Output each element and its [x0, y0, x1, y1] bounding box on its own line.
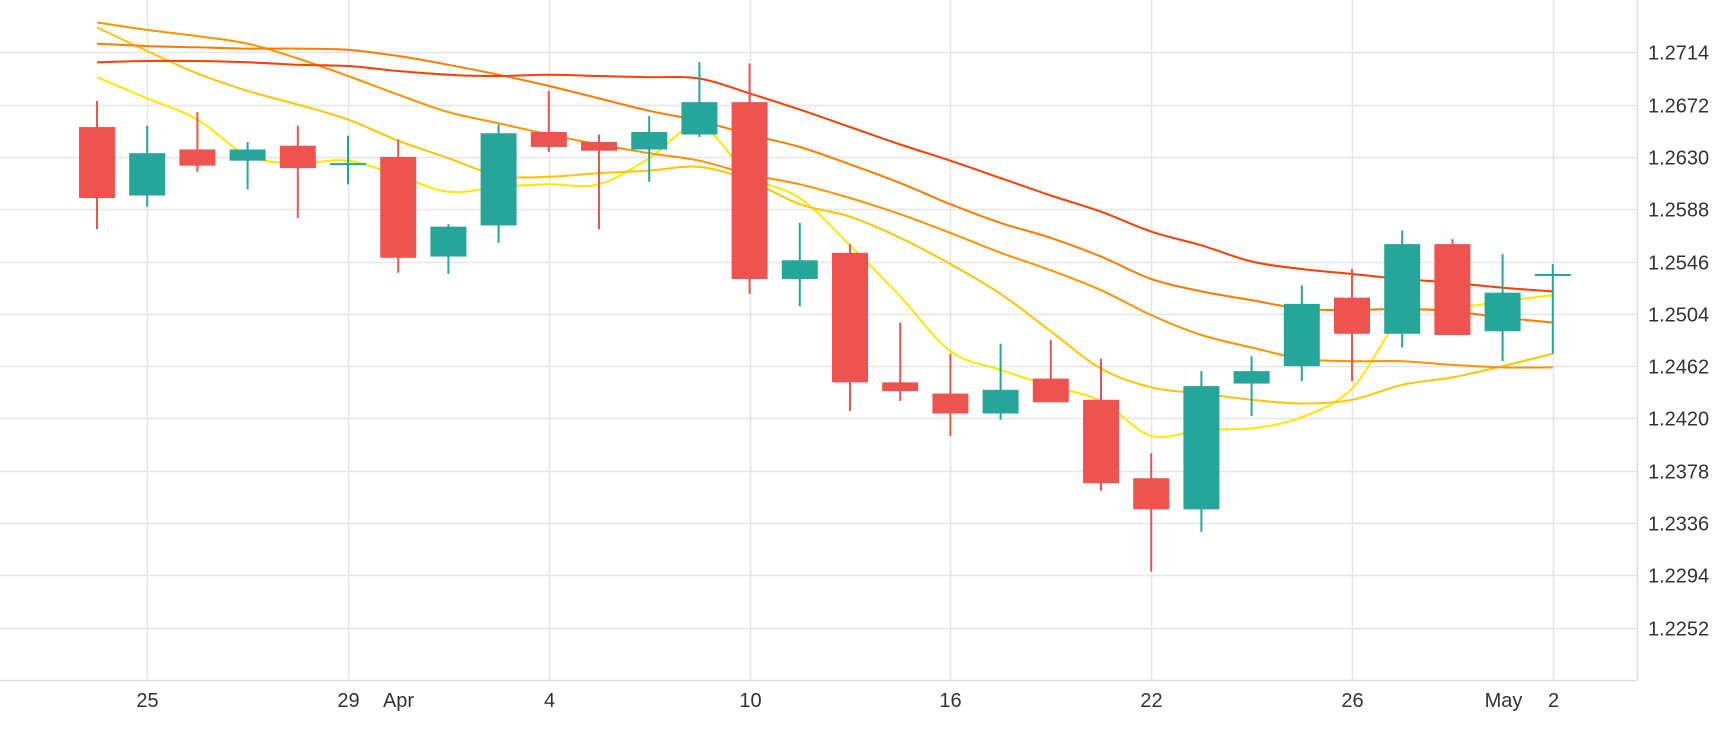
candle-body: [1083, 399, 1119, 484]
candle-body: [1384, 244, 1421, 334]
candle: [1484, 254, 1521, 362]
candle-body: [129, 153, 166, 196]
candle: [430, 224, 467, 274]
candle-body: [1032, 378, 1069, 403]
moving-average-line: [96, 76, 1553, 439]
y-tick-label: 1.2546: [1648, 253, 1709, 275]
candle: [380, 139, 417, 273]
candle-body: [631, 132, 668, 150]
x-tick-label: 10: [739, 690, 761, 712]
candle: [1534, 264, 1571, 354]
grid-layer: [0, 0, 1639, 682]
candle: [530, 90, 567, 152]
candle-body: [731, 102, 768, 279]
candle-body: [430, 226, 467, 257]
moving-average-layer: [96, 21, 1554, 439]
y-tick-label: 1.2294: [1648, 566, 1709, 588]
axis-layer: 1.2714 1.2672 1.2630 1.2588 1.2546 1.2504 1.24…: [136, 43, 1709, 713]
candle: [79, 100, 115, 230]
candle: [681, 62, 718, 137]
candle: [1233, 356, 1270, 416]
y-tick-label: 1.2252: [1648, 619, 1709, 641]
candle: [179, 112, 216, 172]
candle-body: [781, 260, 818, 279]
candle: [1434, 239, 1471, 336]
candle-body: [1484, 292, 1521, 332]
y-tick-label: 1.2672: [1648, 96, 1709, 118]
candle-body: [832, 252, 868, 383]
candle-body: [882, 382, 919, 392]
candle: [1083, 358, 1119, 491]
y-tick-label: 1.2462: [1648, 357, 1709, 379]
candle-body: [380, 156, 417, 258]
x-tick-label: 2: [1548, 690, 1559, 712]
candle-body: [982, 389, 1019, 414]
candle-body: [530, 132, 567, 147]
y-tick-label: 1.2630: [1648, 148, 1709, 170]
candle-body: [1434, 244, 1471, 336]
candle: [882, 322, 919, 402]
candle-body: [1334, 297, 1370, 334]
candle: [631, 115, 668, 182]
candle-body: [1534, 273, 1571, 276]
candle: [129, 125, 166, 207]
candle: [982, 343, 1019, 420]
candle: [932, 353, 969, 436]
candle-body: [229, 149, 266, 161]
candle: [229, 141, 266, 190]
candle: [1283, 285, 1320, 382]
moving-average-line: [96, 42, 1553, 324]
y-tick-label: 1.2588: [1648, 200, 1709, 222]
candle: [731, 63, 768, 294]
candle-body: [79, 127, 115, 199]
candle-body: [480, 133, 517, 226]
y-tick-label: 1.2378: [1648, 462, 1709, 484]
candle-body: [1183, 386, 1220, 510]
candle: [330, 135, 366, 185]
x-tick-label: 16: [939, 690, 961, 712]
y-tick-label: 1.2504: [1648, 305, 1709, 327]
candle: [832, 244, 868, 411]
y-tick-label: 1.2336: [1648, 514, 1709, 536]
y-tick-label: 1.2420: [1648, 409, 1709, 431]
x-tick-label: 29: [337, 690, 359, 712]
candle-layer: [79, 62, 1571, 572]
candle: [1183, 371, 1220, 532]
candle: [581, 134, 617, 230]
candle: [480, 124, 517, 243]
candle-body: [581, 141, 617, 151]
candle: [1334, 269, 1370, 382]
x-tick-label: 4: [544, 690, 555, 712]
x-tick-label: 22: [1140, 690, 1162, 712]
x-tick-label: May: [1485, 690, 1523, 712]
candle-body: [1283, 303, 1320, 367]
candle-body: [681, 102, 718, 135]
candle-body: [1233, 371, 1270, 384]
candle-body: [932, 393, 969, 414]
candle-body: [1133, 478, 1170, 510]
moving-average-line: [96, 59, 1553, 293]
candle: [279, 125, 316, 218]
x-tick-label: Apr: [383, 690, 414, 712]
candle: [781, 222, 818, 307]
candle: [1032, 340, 1069, 403]
candle-body: [179, 149, 216, 166]
x-tick-label: 26: [1341, 690, 1363, 712]
x-tick-label: 25: [136, 690, 158, 712]
candle-body: [279, 145, 316, 169]
y-tick-label: 1.2714: [1648, 43, 1709, 65]
candle: [1133, 453, 1170, 572]
moving-average-line: [96, 26, 1554, 405]
candle: [1384, 230, 1421, 348]
candle-body: [330, 163, 366, 166]
